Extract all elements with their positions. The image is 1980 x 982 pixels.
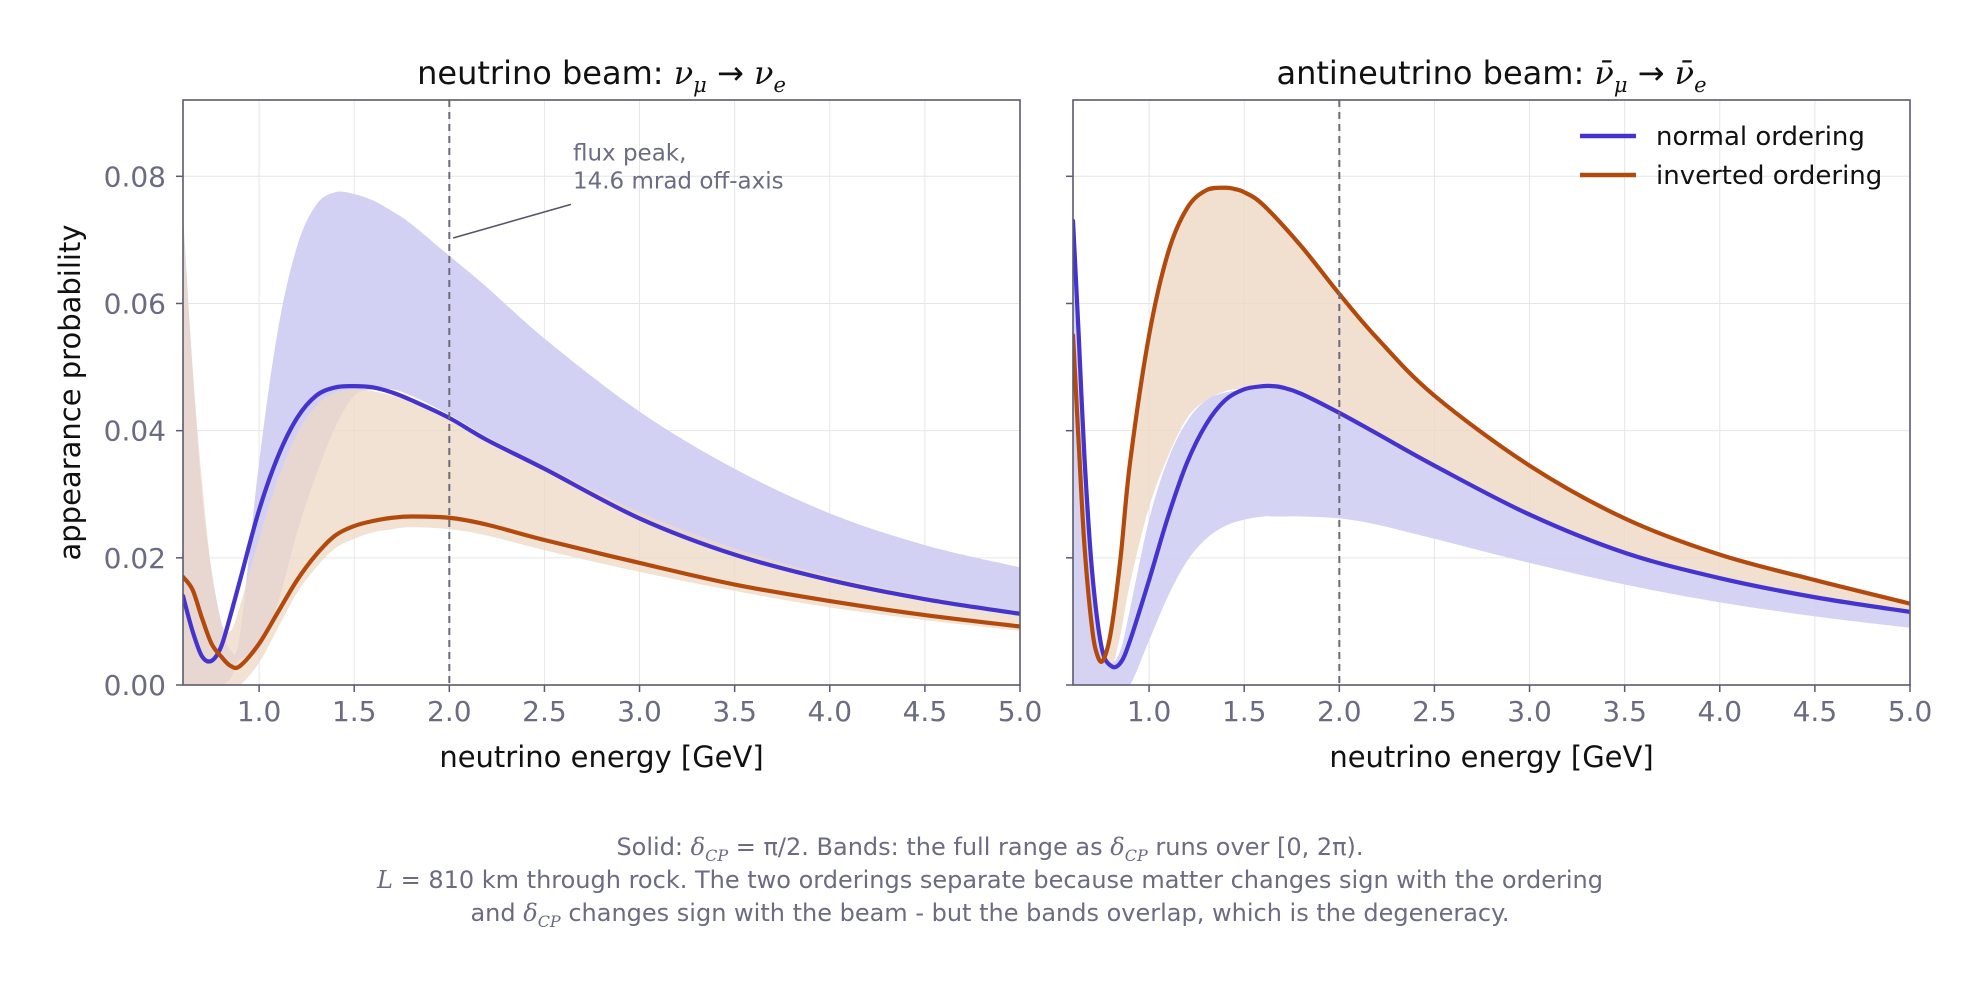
title-arrow: → (1628, 54, 1675, 92)
y-tick-label: 0.06 (104, 287, 166, 320)
x-tick-label: 1.0 (237, 695, 282, 728)
y-tick-label: 0.08 (104, 160, 166, 193)
x-tick-label: 3.0 (1507, 695, 1552, 728)
band-normal (183, 191, 1020, 685)
title-subscript: μ (1614, 73, 1628, 97)
x-axis-label: neutrino energy [GeV] (1329, 740, 1653, 774)
series-line-normal (1073, 218, 1910, 670)
x-tick-label: 3.5 (1602, 695, 1647, 728)
x-tick-label: 3.5 (712, 695, 757, 728)
x-tick-label: 1.5 (1222, 695, 1267, 728)
chart-title: neutrino beam: νμ → νe (417, 54, 786, 97)
x-tick-label: 5.0 (998, 695, 1043, 728)
title-text: antineutrino beam: (1276, 54, 1594, 92)
title-subscript: e (773, 73, 785, 97)
annotation-text: flux peak, 14.6 mrad off-axis (573, 140, 784, 194)
plot-area (183, 191, 1020, 685)
annotation-line: 14.6 mrad off-axis (573, 168, 784, 194)
x-tick-label: 5.0 (1888, 695, 1933, 728)
panel-antineutrino-beam: 1.0 1.5 2.0 2.5 3.0 3.5 4.0 4.5 5.0 neutrino ener… (1066, 54, 1932, 774)
series-line-inverted (183, 514, 1020, 671)
panel-neutrino-beam: 1.0 1.5 2.0 2.5 3.0 3.5 4.0 4.5 5.0 0.00 0.02 0.04 0… (53, 54, 1042, 774)
title-subscript: e (1694, 73, 1706, 97)
x-tick-label: 2.5 (522, 695, 567, 728)
x-tick-label: 1.0 (1127, 695, 1172, 728)
x-tick-label: 4.5 (903, 695, 948, 728)
annotation-line: flux peak, (573, 140, 686, 166)
title-symbol: ν (754, 54, 773, 92)
x-tick-label: 1.5 (332, 695, 377, 728)
band-normal (1073, 220, 1910, 685)
x-tick-label: 3.0 (617, 695, 662, 728)
y-tick-label: 0.02 (104, 542, 166, 575)
title-symbol: ν (674, 54, 693, 92)
title-arrow: → (707, 54, 754, 92)
band-inverted (1073, 187, 1910, 685)
axes-frame (1072, 99, 1911, 686)
axes-frame (182, 99, 1021, 686)
caption-line-3: and δCP changes sign with the beam - but… (470, 899, 1510, 931)
series-line-inverted (1073, 185, 1910, 664)
chart-title: antineutrino beam: ν̄μ → ν̄e (1276, 54, 1706, 97)
caption-line-1: Solid: δCP = π/2. Bands: the full range … (616, 833, 1364, 865)
series-line-normal (183, 384, 1020, 664)
title-symbol: ν̄ (1675, 54, 1694, 92)
title-text: neutrino beam: (417, 54, 674, 92)
y-axis-label: appearance probability (53, 224, 87, 560)
legend-label-normal: normal ordering (1656, 122, 1865, 152)
title-symbol: ν̄ (1594, 54, 1613, 92)
x-tick-label: 4.5 (1793, 695, 1838, 728)
legend-label-inverted: inverted ordering (1656, 161, 1882, 191)
x-tick-label: 4.0 (1698, 695, 1743, 728)
x-tick-label: 2.0 (1317, 695, 1362, 728)
annotation-leader (452, 203, 572, 239)
legend: normal ordering inverted ordering (1580, 122, 1882, 191)
x-tick-label: 2.0 (427, 695, 472, 728)
x-tick-label: 2.5 (1412, 695, 1457, 728)
title-subscript: μ (693, 73, 707, 97)
caption-line-2: L = 810 km through rock. The two orderin… (377, 866, 1603, 894)
plot-area (1073, 185, 1910, 685)
band-inverted (183, 220, 1020, 685)
x-axis-label: neutrino energy [GeV] (439, 740, 763, 774)
y-tick-label: 0.00 (104, 669, 166, 702)
y-tick-label: 0.04 (104, 415, 166, 448)
x-tick-label: 4.0 (808, 695, 853, 728)
